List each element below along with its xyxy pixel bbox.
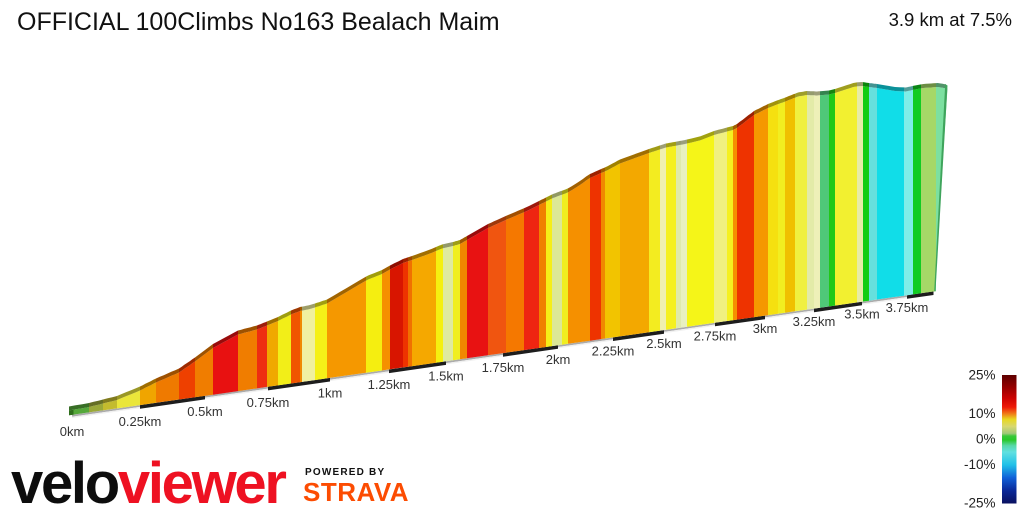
svg-text:1km: 1km — [318, 386, 343, 401]
svg-text:3.25km: 3.25km — [793, 314, 836, 329]
svg-text:OFFICIAL 100Climbs No163 Beala: OFFICIAL 100Climbs No163 Bealach Maim — [17, 8, 500, 36]
svg-text:0.25km: 0.25km — [119, 414, 162, 429]
svg-text:3km: 3km — [753, 321, 778, 336]
svg-text:2.5km: 2.5km — [646, 336, 681, 351]
svg-text:STRAVA: STRAVA — [303, 477, 409, 507]
svg-text:25%: 25% — [968, 368, 995, 383]
svg-text:2.75km: 2.75km — [694, 329, 737, 344]
svg-text:1.5km: 1.5km — [428, 368, 463, 383]
svg-text:1.75km: 1.75km — [482, 360, 525, 375]
svg-text:veloviewer: veloviewer — [11, 451, 286, 512]
svg-text:0.5km: 0.5km — [187, 404, 222, 419]
svg-text:3.5km: 3.5km — [844, 307, 879, 322]
svg-text:-25%: -25% — [964, 496, 996, 511]
svg-text:3.75km: 3.75km — [886, 300, 929, 315]
svg-text:-10%: -10% — [964, 457, 996, 472]
svg-text:3.9 km at 7.5%: 3.9 km at 7.5% — [889, 9, 1012, 30]
svg-text:0%: 0% — [976, 432, 996, 447]
svg-text:POWERED BY: POWERED BY — [305, 467, 385, 478]
svg-text:2km: 2km — [546, 352, 571, 367]
svg-text:0.75km: 0.75km — [247, 395, 290, 410]
svg-text:0km: 0km — [60, 424, 85, 439]
svg-text:10%: 10% — [968, 406, 995, 421]
svg-text:2.25km: 2.25km — [592, 344, 635, 359]
svg-text:1.25km: 1.25km — [368, 377, 411, 392]
